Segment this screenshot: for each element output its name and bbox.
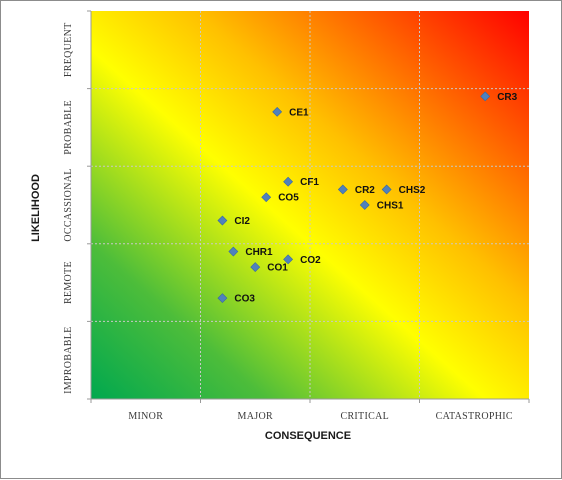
data-point-marker [250,262,261,273]
data-point-label: CR3 [497,92,517,103]
data-point-label: CHS1 [377,201,404,212]
data-point-label: CI2 [234,216,250,227]
data-point-label: CO2 [300,255,321,266]
data-point-marker [359,200,370,210]
data-point-label: CO5 [278,193,299,204]
data-point-label: CF1 [300,177,319,188]
data-point-label: CO3 [234,294,255,305]
x-tick-label: MAJOR [238,411,273,422]
data-point-label: CHS2 [399,185,426,196]
data-point-label: CO1 [267,263,288,274]
data-point-marker [381,184,392,195]
data-point-marker [272,106,283,117]
data-point-marker [283,254,294,265]
y-tick-label: PROBABLE [63,100,74,155]
data-point-label: CR2 [355,185,375,196]
y-tick-labels: IMPROBABLE REMOTE OCCASSIONAL PROBABLE FREQU… [63,22,74,393]
data-point-marker [261,192,272,203]
x-tick-label: CATASTROPHIC [436,411,513,422]
y-tick-label: OCCASSIONAL [63,168,74,241]
data-points: CR3 CE1 CF1 CR2 CHS2 CO5 CHS1 CI2 CHR1 CO2 CO1 CO3 [217,91,518,305]
x-tick-label: MINOR [128,411,163,422]
data-point-label: CHR1 [245,247,273,258]
data-point-marker [217,215,228,226]
y-tick-label: IMPROBABLE [63,326,74,393]
y-tick-label: FREQUENT [63,22,74,77]
x-tick-label: CRITICAL [340,411,389,422]
x-axis-title: CONSEQUENCE [265,430,351,442]
data-point-marker [228,246,239,257]
y-axis-title: LIKELIHOOD [30,174,42,242]
y-tick-label: REMOTE [63,261,74,304]
data-point-marker [217,293,228,304]
grid-lines [91,11,529,399]
data-point-marker [480,91,491,102]
x-tick-labels: MINOR MAJOR CRITICAL CATASTROPHIC [128,411,513,422]
data-point-marker [283,176,294,187]
data-point-label: CE1 [289,107,309,118]
data-point-marker [337,184,348,195]
axis-lines [87,10,530,403]
